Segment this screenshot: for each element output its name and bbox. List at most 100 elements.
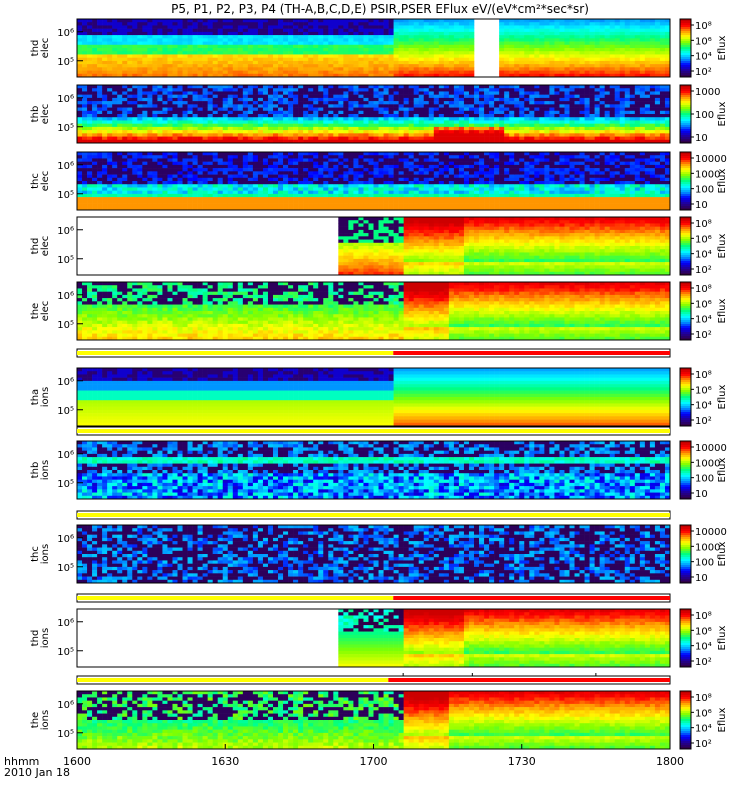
spectrogram-cell [162,54,167,58]
spectrogram-cell [107,91,112,95]
spectrogram-cell [188,200,193,204]
spectrogram-cell [122,32,127,36]
spectrogram-cell [298,130,303,134]
spectrogram-cell [595,38,600,42]
spectrogram-cell [569,98,574,102]
spectrogram-cell [102,130,107,134]
spectrogram-cell [112,187,117,191]
spectrogram-cell [585,42,590,46]
spectrogram-cell [459,127,464,131]
spectrogram-cell [248,200,253,204]
spectrogram-cell [539,51,544,55]
spectrogram-cell [308,54,313,58]
spectrogram-cell [117,38,122,42]
spectrogram-cell [434,38,439,42]
spectrogram-cell [298,19,303,23]
spectrogram-cell [198,35,203,39]
spectrogram-cell [444,61,449,65]
spectrogram-cell [283,42,288,46]
spectrogram-cell [303,64,308,68]
spectrogram-cell [429,45,434,49]
spectrogram-cell [469,51,474,55]
spectrogram-cell [544,38,549,42]
spectrogram-cell [188,130,193,134]
spectrogram-cell [152,51,157,55]
spectrogram-cell [198,114,203,118]
spectrogram-cell [223,187,228,191]
spectrogram-cell [218,194,223,198]
spectrogram-cell [152,25,157,29]
spectrogram-cell [323,85,328,89]
spectrogram-cell [208,114,213,118]
spectrogram-cell [379,25,384,29]
spectrogram-cell [172,127,177,131]
spectrogram-cell [348,120,353,124]
spectrogram-cell [198,137,203,141]
spectrogram-cell [203,67,208,71]
spectrogram-cell [464,45,469,49]
spectrogram-cell [479,91,484,95]
spectrogram-cell [499,64,504,68]
spectrogram-cell [107,51,112,55]
spectrogram-cell [434,71,439,75]
spectrogram-cell [459,19,464,23]
spectrogram-cell [655,101,660,105]
spectrogram-cell [474,104,479,108]
spectrogram-cell [499,54,504,58]
spectrogram-cell [595,127,600,131]
spectrogram-cell [263,120,268,124]
spectrogram-cell [263,184,268,188]
spectrogram-cell [117,133,122,137]
spectrogram-cell [233,88,238,92]
spectrogram-cell [529,108,534,112]
spectrogram-cell [615,108,620,112]
spectrogram-cell [374,22,379,26]
spectrogram-cell [439,120,444,124]
spectrogram-cell [288,101,293,105]
spectrogram-cell [615,88,620,92]
spectrogram-cell [278,178,283,182]
spectrogram-cell [585,58,590,62]
spectrogram-cell [660,117,665,121]
spectrogram-cell [137,95,142,99]
spectrogram-cell [223,48,228,52]
spectrogram-cell [514,124,519,128]
spectrogram-cell [434,108,439,112]
spectrogram-cell [549,111,554,115]
spectrogram-cell [172,48,177,52]
spectrogram-cell [554,48,559,52]
spectrogram-cell [394,95,399,99]
spectrogram-cell [514,104,519,108]
spectrogram-cell [263,178,268,182]
spectrogram-cell [424,67,429,71]
spectrogram-cell [595,117,600,121]
spectrogram-cell [635,61,640,65]
spectrogram-cell [569,91,574,95]
spectrogram-cell [188,54,193,58]
spectrogram-cell [404,64,409,68]
spectrogram-cell [213,85,218,89]
spectrogram-cell [564,137,569,141]
spectrogram-cell [358,108,363,112]
spectrogram-cell [504,114,509,118]
spectrogram-cell [303,101,308,105]
spectrogram-cell [580,32,585,36]
spectrogram-cell [303,29,308,33]
spectrogram-cell [575,22,580,26]
spectrogram-cell [132,98,137,102]
spectrogram-cell [363,61,368,65]
spectrogram-cell [575,88,580,92]
spectrogram-cell [499,38,504,42]
spectrogram-cell [243,171,248,175]
spectrogram-cell [539,67,544,71]
spectrogram-cell [278,168,283,172]
spectrogram-cell [615,64,620,68]
spectrogram-cell [188,104,193,108]
spectrogram-cell [102,200,107,204]
spectrogram-cell [313,42,318,46]
spectrogram-cell [524,104,529,108]
spectrogram-cell [575,19,580,23]
spectrogram-cell [278,32,283,36]
spectrogram-cell [333,130,338,134]
spectrogram-cell [499,95,504,99]
